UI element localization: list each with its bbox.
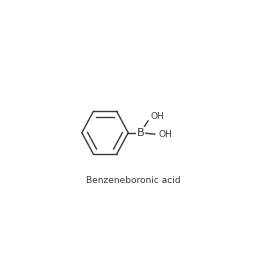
Text: B: B	[136, 128, 144, 138]
Text: OH: OH	[150, 112, 164, 122]
Text: Benzeneboronic acid: Benzeneboronic acid	[86, 176, 180, 185]
Text: OH: OH	[158, 130, 172, 139]
